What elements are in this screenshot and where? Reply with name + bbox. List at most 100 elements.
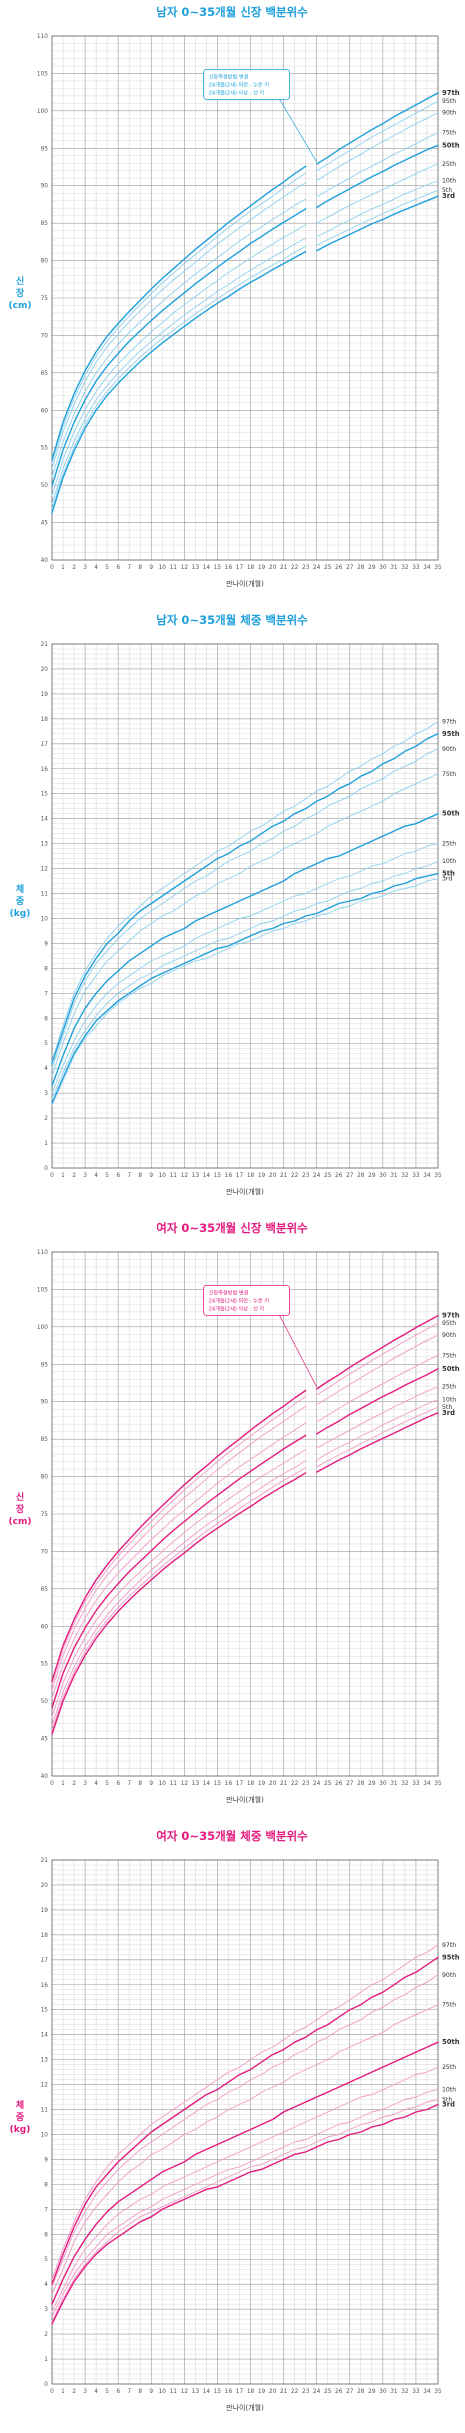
series-label-5th: 5th	[442, 2097, 452, 2104]
series-label-50th: 50th	[442, 141, 460, 149]
y-tick-label: 100	[37, 109, 48, 115]
note-text: 24개월(2세) 미만 : 누운 키	[209, 1296, 270, 1304]
series-line-75th	[51, 773, 439, 1077]
x-tick-label: 30	[379, 2389, 387, 2395]
x-tick-label: 2	[72, 565, 76, 571]
y-tick-label: 11	[41, 2108, 49, 2114]
x-tick-label: 4	[94, 2389, 98, 2395]
series-line-5th	[51, 872, 439, 1104]
series-label-75th: 75th	[442, 2002, 456, 2009]
plot-frame	[51, 35, 439, 561]
y-tick-label: 75	[41, 296, 49, 302]
y-tick-label: 60	[41, 408, 49, 414]
y-tick-label: 21	[41, 642, 49, 648]
chart-panel-girls-weight: 여자 0~35개월 체중 백분위수 0 1 2 3 4 5 6 7 8 9 10 11 12 13 14 15 1…	[0, 1824, 465, 2433]
x-tick-label: 32	[401, 2389, 409, 2395]
x-tick-label: 3	[83, 2389, 87, 2395]
y-tick-label: 45	[41, 1737, 49, 1743]
x-tick-label: 22	[291, 1173, 299, 1179]
series-line-25th	[51, 224, 307, 497]
x-tick-label: 19	[258, 1173, 266, 1179]
x-tick-label: 1	[61, 565, 65, 571]
x-tick-label: 5	[105, 565, 109, 571]
series-line-75th	[51, 2004, 439, 2295]
chart-panel-boys-height: 남자 0~35개월 신장 백분위수 40 45 50 55 60 65 70 75 80 85 90 9…	[0, 0, 465, 608]
series-lines	[51, 1314, 439, 1735]
x-tick-label: 21	[280, 1781, 288, 1787]
series-line-50th	[51, 208, 307, 487]
series-label-50th: 50th	[442, 1365, 460, 1373]
x-tick-label: 33	[412, 1173, 420, 1179]
x-tick-label: 20	[269, 1173, 277, 1179]
series-label-75th: 75th	[442, 130, 456, 137]
series-label-10th: 10th	[442, 2087, 456, 2094]
y-tick-label: 40	[41, 1774, 49, 1780]
y-tick-label: 20	[41, 667, 49, 673]
series-label-3rd: 3rd	[442, 192, 455, 200]
series-line-3rd	[51, 2103, 439, 2325]
x-tick-label: 31	[390, 1173, 398, 1179]
x-tick-label: 24	[313, 565, 321, 571]
x-tick-label: 16	[225, 1173, 233, 1179]
series-line-90th	[316, 1334, 439, 1406]
series-label-5th: 5th	[442, 870, 455, 878]
x-tick-label: 7	[127, 2389, 131, 2395]
note-box	[203, 1284, 291, 1316]
x-tick-label: 26	[335, 565, 343, 571]
series-label-50th: 50th	[442, 810, 460, 818]
y-tick-label: 17	[41, 1958, 49, 1964]
x-tick-label: 29	[368, 2389, 376, 2395]
x-tick-label: 22	[291, 565, 299, 571]
x-tick-label: 10	[159, 565, 167, 571]
y-tick-label: 1	[44, 2357, 48, 2363]
x-tick-label: 25	[324, 1781, 332, 1787]
series-lines	[51, 92, 439, 514]
series-label-25th: 25th	[442, 2064, 456, 2071]
y-tick-label: 13	[41, 2058, 49, 2064]
y-tick-label: 8	[44, 2182, 48, 2188]
x-tick-label: 0	[50, 1173, 54, 1179]
chart-panel-girls-height: 여자 0~35개월 신장 백분위수 40 45 50 55 60 65 70 75 80 85 90 9…	[0, 1216, 465, 1824]
x-tick-label: 30	[379, 565, 387, 571]
x-tick-label: 18	[247, 565, 255, 571]
x-tick-label: 35	[434, 2389, 442, 2395]
series-label-75th: 75th	[442, 771, 456, 778]
series-line-95th	[316, 1322, 439, 1396]
y-tick-label: 12	[41, 867, 49, 873]
series-line-90th	[316, 111, 439, 181]
y-tick-label: 40	[41, 558, 49, 564]
series-lines	[51, 720, 439, 1107]
series-line-97th	[51, 1944, 439, 2280]
x-tick-label: 26	[335, 1173, 343, 1179]
x-tick-label: 9	[149, 565, 153, 571]
x-tick-label: 12	[181, 565, 189, 571]
y-tick-label: 12	[41, 2083, 49, 2089]
y-tick-label: 95	[41, 1362, 49, 1368]
x-tick-label: 7	[127, 565, 131, 571]
x-tick-label: 29	[368, 1173, 376, 1179]
x-tick-label: 22	[291, 2389, 299, 2395]
x-tick-label: 13	[192, 1173, 200, 1179]
x-tick-label: 20	[269, 1781, 277, 1787]
x-tick-label: 26	[335, 1781, 343, 1787]
x-tick-label: 13	[192, 2389, 200, 2395]
y-tick-label: 20	[41, 1883, 49, 1889]
x-tick-label: 9	[149, 2389, 153, 2395]
x-tick-label: 7	[127, 1173, 131, 1179]
x-tick-label: 4	[94, 1781, 98, 1787]
y-tick-label: 2	[44, 1116, 48, 1122]
x-tick-label: 8	[138, 1173, 142, 1179]
x-tick-label: 20	[269, 565, 277, 571]
y-tick-label: 1	[44, 1141, 48, 1147]
x-tick-label: 19	[258, 565, 266, 571]
y-tick-label: 50	[41, 483, 49, 489]
y-tick-label: 15	[41, 792, 49, 798]
grid	[51, 35, 439, 561]
x-tick-label: 2	[72, 1173, 76, 1179]
x-tick-label: 13	[192, 1781, 200, 1787]
x-tick-label: 21	[280, 1173, 288, 1179]
x-tick-label: 12	[181, 2389, 189, 2395]
grid	[51, 1251, 439, 1777]
y-tick-label: 10	[41, 2132, 49, 2138]
x-tick-label: 34	[423, 1781, 431, 1787]
